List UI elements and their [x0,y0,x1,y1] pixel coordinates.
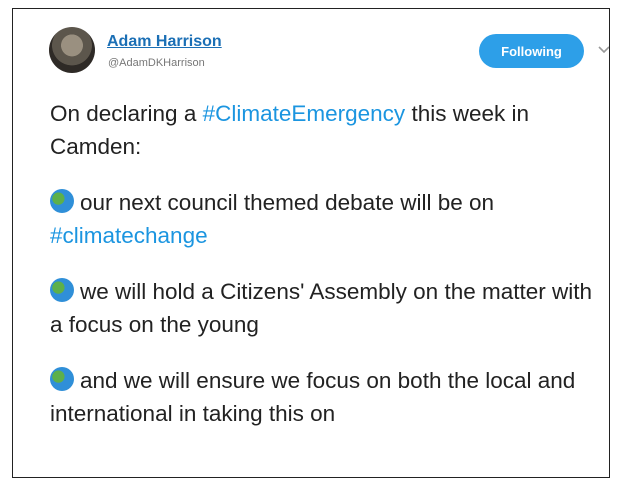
paragraph: we will hold a Citizens' Assembly on the… [50,275,610,341]
page: Adam Harrison @AdamDKHarrison Following … [0,0,623,472]
text-segment: we will hold a Citizens' Assembly on the… [50,279,592,337]
hashtag[interactable]: #climatechange [50,223,208,248]
author-handle: @AdamDKHarrison [108,57,205,69]
text-segment: our next council themed debate will be o… [80,190,494,215]
tweet-card: Adam Harrison @AdamDKHarrison Following … [12,8,610,478]
tweet-text: On declaring a #ClimateEmergency this we… [50,97,610,453]
text-segment: and we will ensure we focus on both the … [50,368,575,426]
globe-emoji [50,367,74,391]
globe-emoji [50,278,74,302]
globe-emoji [50,189,74,213]
author-name[interactable]: Adam Harrison [107,33,222,51]
paragraph: our next council themed debate will be o… [50,186,610,252]
avatar[interactable] [49,27,95,73]
follow-button[interactable]: Following [479,34,584,68]
paragraph: and we will ensure we focus on both the … [50,364,610,430]
menu-chevron[interactable] [597,45,610,55]
hashtag[interactable]: #ClimateEmergency [203,101,406,126]
paragraph: On declaring a #ClimateEmergency this we… [50,97,610,163]
text-segment: On declaring a [50,101,196,126]
